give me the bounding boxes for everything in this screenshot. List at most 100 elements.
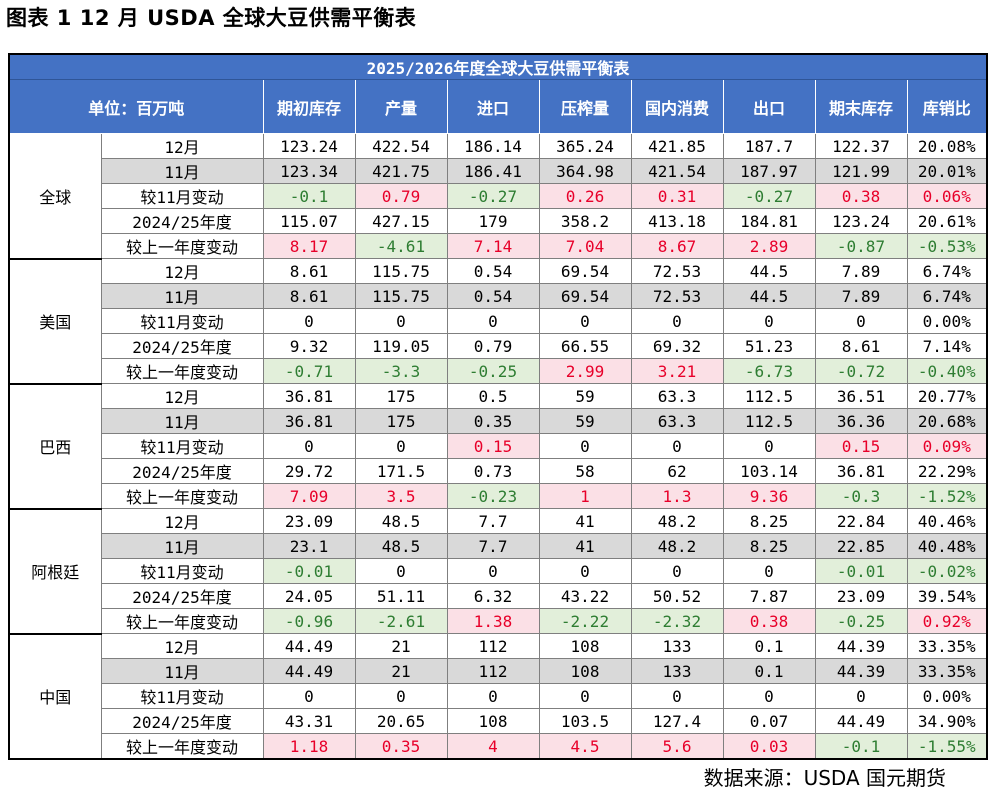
table-cell: 33.35% [906, 658, 988, 684]
table-cell: 48.2 [630, 508, 724, 534]
table-cell: -0.23 [446, 483, 540, 509]
table-row: 阿根廷 12月 23.09 48.5 7.7 41 48.2 8.25 22.84 40.46% [8, 508, 988, 635]
table-row: 全球 12月 123.24 422.54 186.14 365.24 421.85 187.7… [8, 133, 988, 260]
supply-demand-table: 2025/2026年度全球大豆供需平衡表 单位：百万吨 期初库存 产量 进口 压榨量国… [8, 53, 988, 760]
table-cell: -0.01 [814, 558, 908, 584]
source-note: 数据来源：USDA 国元期货 [703, 766, 946, 790]
row-label: 较上一年度变动 [100, 233, 264, 259]
table-cell: 20.77% [906, 383, 988, 409]
table-cell: 0 [538, 308, 632, 334]
table-row: 11月 8.61 115.75 0.54 69.54 72.53 44.5 7.89 6.74% [9, 283, 988, 309]
table-cell: 36.81 [814, 458, 908, 484]
row-label: 2024/25年度 [100, 458, 264, 484]
table-row: 2024/25年度 43.31 20.65 108 103.5 127.4 0.07 44.4… [9, 708, 988, 734]
table-cell: 421.85 [630, 133, 724, 159]
table-cell: 7.7 [446, 508, 540, 534]
table-cell: 0 [722, 308, 816, 334]
table-cell: 36.81 [262, 408, 356, 434]
table-cell: 0 [538, 558, 632, 584]
table-cell: 23.09 [262, 508, 356, 534]
table-cell: 20.01% [906, 158, 988, 184]
table-cell: 23.1 [262, 533, 356, 559]
table-cell: -2.61 [354, 608, 448, 634]
table-cell: 58 [538, 458, 632, 484]
table-title: 2025/2026年度全球大豆供需平衡表 [8, 53, 988, 80]
table-row: 较11月变动 -0.01 0 0 0 0 0 -0.01 -0.02% [9, 558, 988, 584]
table-cell: 20.61% [906, 208, 988, 234]
row-label: 较上一年度变动 [100, 358, 264, 384]
table-cell: 0.79 [354, 183, 448, 209]
table-cell: 0.1 [722, 658, 816, 684]
table-cell: 40.46% [906, 508, 988, 534]
region-label: 全球 [8, 133, 102, 260]
table-cell: -0.53% [906, 233, 988, 259]
table-cell: 43.22 [538, 583, 632, 609]
table-cell: 186.14 [446, 133, 540, 159]
table-cell: 44.39 [814, 658, 908, 684]
table-cell: 23.09 [814, 583, 908, 609]
table-cell: -0.96 [262, 608, 356, 634]
table-cell: -0.71 [262, 358, 356, 384]
table-cell: 0 [722, 433, 816, 459]
table-cell: 0.1 [722, 633, 816, 659]
table-cell: 3.5 [354, 483, 448, 509]
table-row: 2024/25年度 9.32 119.05 0.79 66.55 69.32 51.23 8.… [9, 333, 988, 359]
table-cell: 6.32 [446, 583, 540, 609]
table-cell: 8.17 [262, 233, 356, 259]
table-row: 较11月变动 -0.1 0.79 -0.27 0.26 0.31 -0.27 0.38 0.06… [9, 183, 988, 209]
table-cell: 0.92% [906, 608, 988, 634]
table-cell: 63.3 [630, 383, 724, 409]
table-cell: 0 [630, 558, 724, 584]
table-cell: 0 [630, 308, 724, 334]
table-row: 美国 12月 8.61 115.75 0.54 69.54 72.53 44.5 7.89 6.7… [8, 258, 988, 385]
row-label: 12月 [100, 633, 264, 659]
table-row: 较11月变动 0 0 0 0 0 0 0 0.00% [9, 308, 988, 334]
row-label: 较11月变动 [100, 558, 264, 584]
table-cell: 0 [446, 558, 540, 584]
table-cell: 0 [722, 558, 816, 584]
table-cell: 0.06% [906, 183, 988, 209]
table-cell: 48.5 [354, 508, 448, 534]
table-cell: 7.14 [446, 233, 540, 259]
table-row: 较上一年度变动 -0.71 -3.3 -0.25 2.99 3.21 -6.73 -0.72-… [9, 358, 988, 384]
table-cell: 43.31 [262, 708, 356, 734]
table-row: 中国 12月 44.49 21 112 108 133 0.1 44.39 33.35% [8, 633, 988, 760]
table-cell: 0 [262, 683, 356, 709]
table-cell: 29.72 [262, 458, 356, 484]
table-cell: 112 [446, 633, 540, 659]
table-cell: 0 [446, 308, 540, 334]
row-label: 12月 [100, 258, 264, 284]
table-cell: 4.5 [538, 733, 632, 760]
table-cell: 66.55 [538, 333, 632, 359]
table-cell: 0.38 [722, 608, 816, 634]
table-cell: 20.68% [906, 408, 988, 434]
table-cell: -0.1 [262, 183, 356, 209]
table-row: 2024/25年度 29.72 171.5 0.73 58 62 103.14 36.81 22… [9, 458, 988, 484]
table-cell: -0.27 [722, 183, 816, 209]
row-label: 2024/25年度 [100, 583, 264, 609]
table-cell: 115.75 [354, 258, 448, 284]
table-cell: 123.24 [814, 208, 908, 234]
table-cell: 175 [354, 383, 448, 409]
table-cell: 8.67 [630, 233, 724, 259]
figure-title: 图表 1 12 月 USDA 全球大豆供需平衡表 [6, 6, 417, 30]
row-label: 较11月变动 [100, 183, 264, 209]
region-label: 美国 [8, 258, 102, 385]
table-cell: -1.55% [906, 733, 988, 760]
table-cell: 62 [630, 458, 724, 484]
table-cell: 40.48% [906, 533, 988, 559]
table-cell: 22.29% [906, 458, 988, 484]
table-cell: 7.87 [722, 583, 816, 609]
table-cell: 0 [262, 308, 356, 334]
table-cell: 22.85 [814, 533, 908, 559]
table-cell: 187.7 [722, 133, 816, 159]
table-cell: 0.73 [446, 458, 540, 484]
table-cell: 0.15 [814, 433, 908, 459]
table-cell: 36.81 [262, 383, 356, 409]
row-label: 2024/25年度 [100, 208, 264, 234]
table-cell: 0.00% [906, 683, 988, 709]
table-cell: 48.5 [354, 533, 448, 559]
table-cell: 0.35 [354, 733, 448, 760]
table-cell: 108 [446, 708, 540, 734]
column-header: 期初库存 [262, 79, 356, 134]
